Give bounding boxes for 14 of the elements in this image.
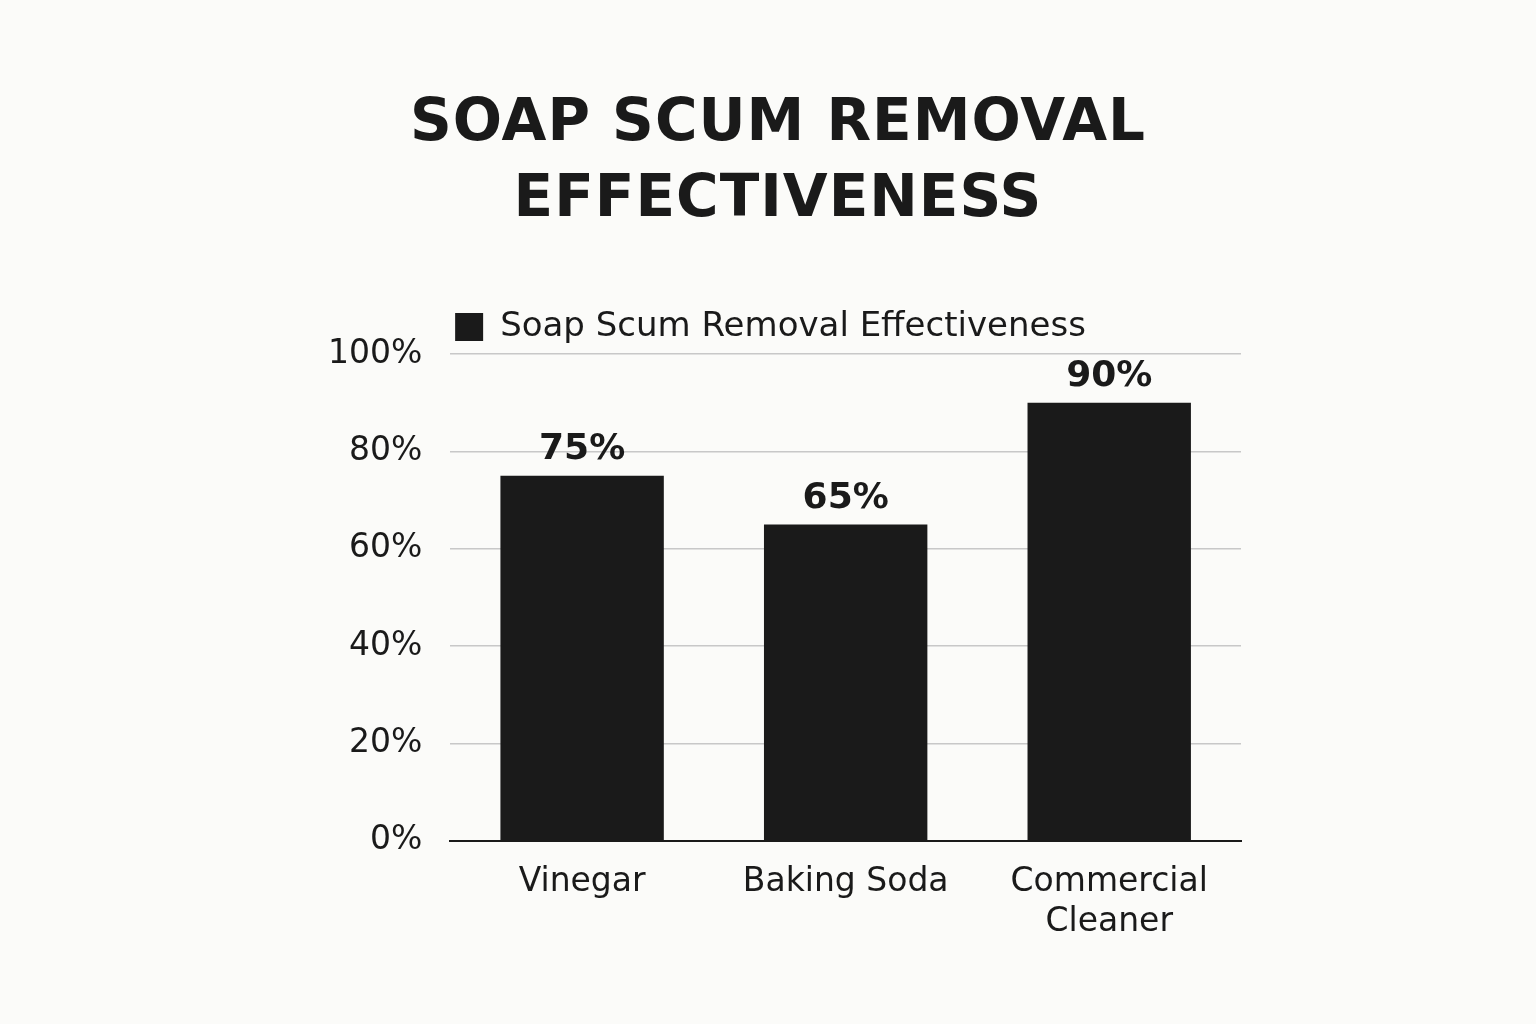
- x-tick-label: Baking Soda: [742, 860, 949, 900]
- y-tick-label: 20%: [348, 721, 423, 761]
- y-tick-label: 40%: [348, 623, 423, 663]
- x-tick-label: Vinegar: [518, 860, 647, 900]
- data-label: 90%: [1066, 353, 1153, 395]
- data-label: 65%: [802, 474, 889, 516]
- y-tick-label: 80%: [348, 428, 423, 468]
- legend-label: Soap Scum Removal Effectiveness: [500, 303, 1086, 344]
- chart-title: SOAP SCUM REMOVAL EFFECTIVENESS: [409, 85, 1147, 232]
- y-tick-label: 60%: [348, 526, 423, 566]
- y-tick-label: 100%: [328, 331, 423, 371]
- data-label: 75%: [539, 426, 626, 468]
- x-tick-label: Commercial Cleaner: [1010, 860, 1208, 939]
- y-tick-label: 0%: [369, 818, 423, 858]
